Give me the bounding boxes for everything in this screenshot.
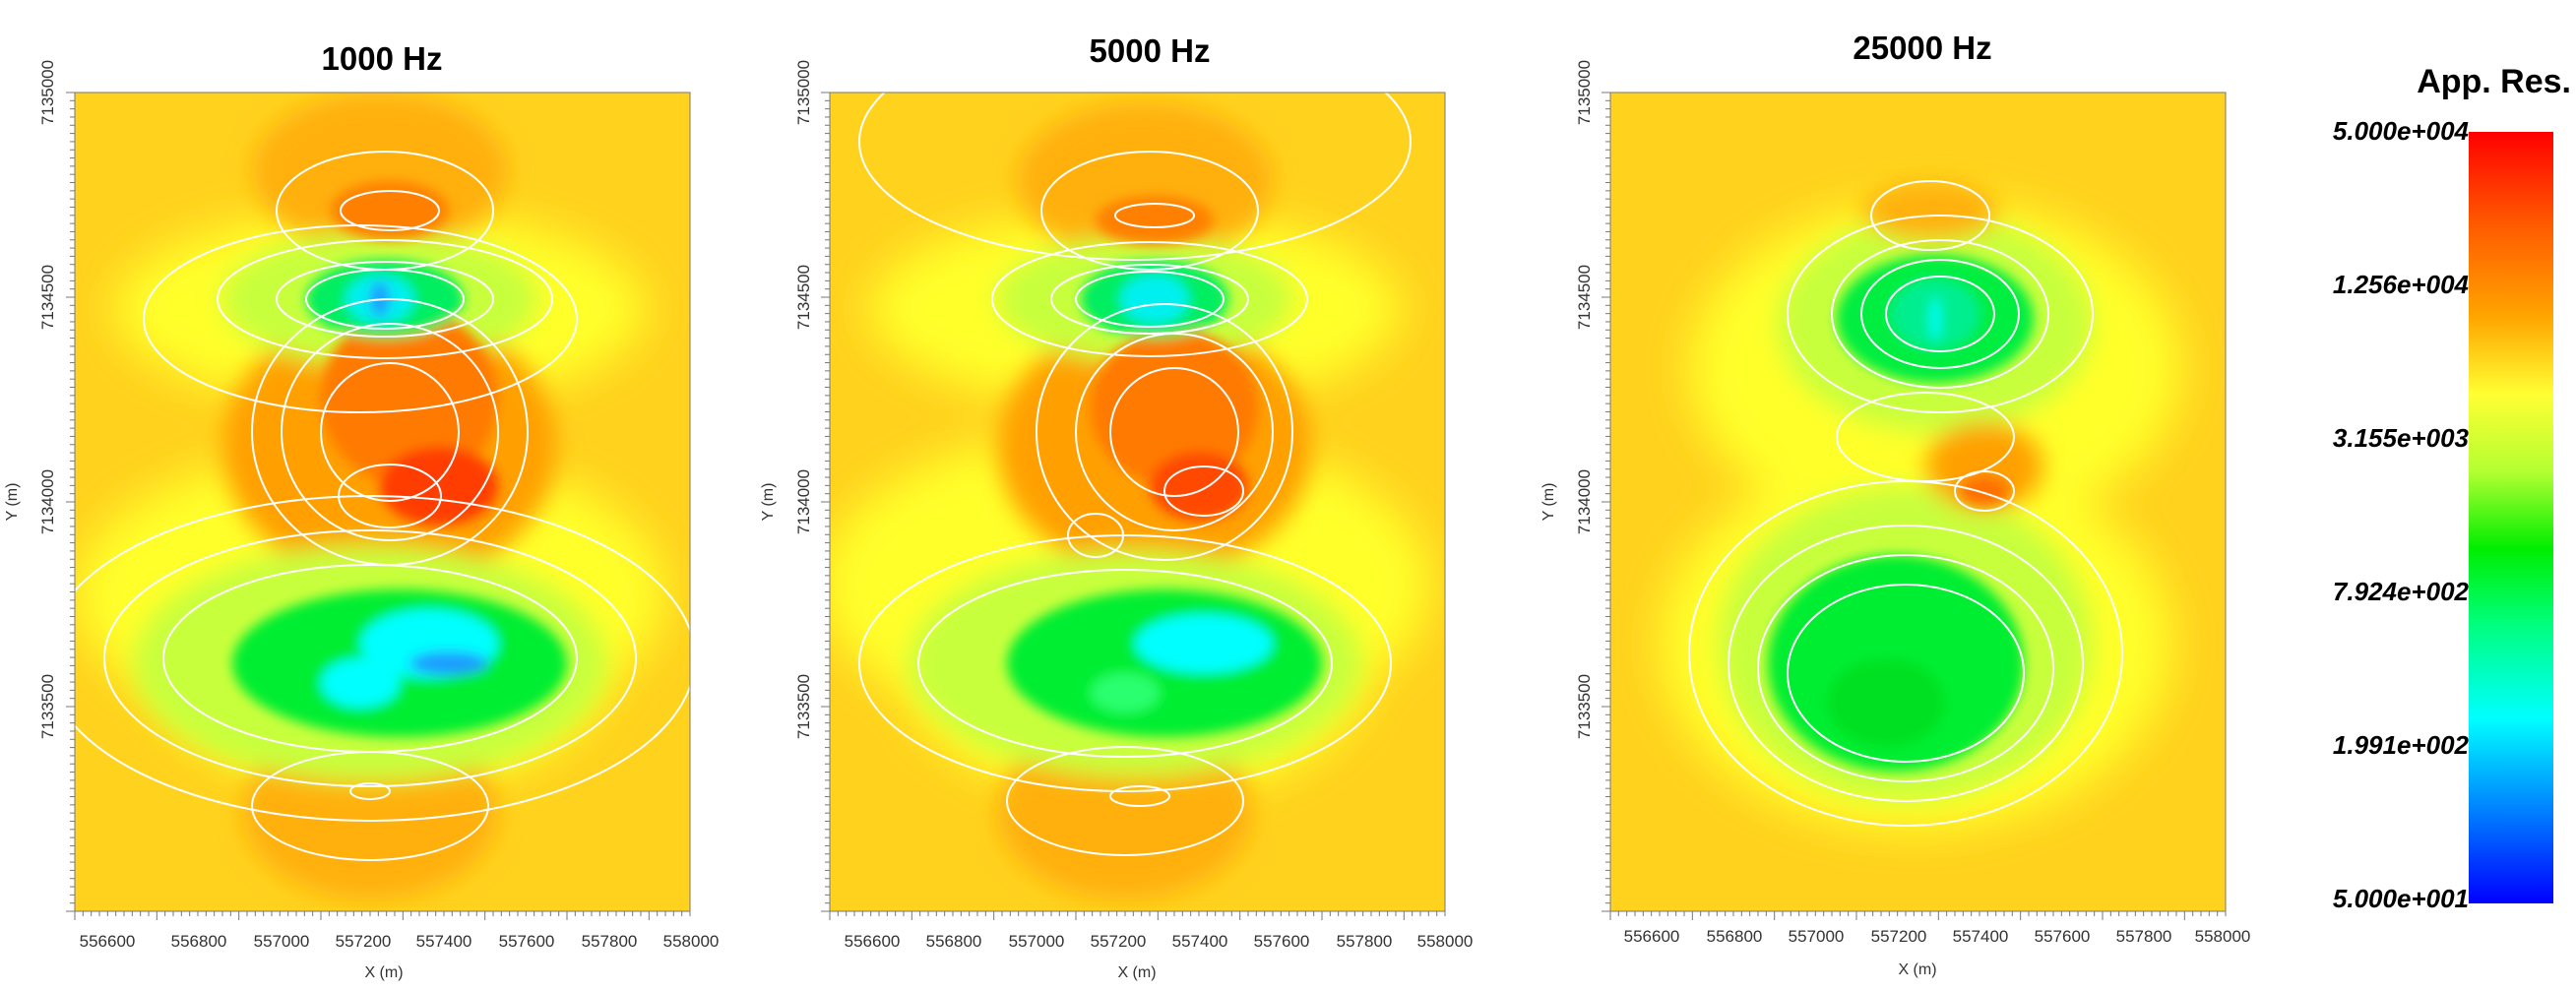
y-tick-label: 7133500 [794,674,813,739]
plot-area-5000hz [830,93,1445,911]
panel-title-25000hz: 25000 Hz [1853,30,1991,66]
x-tick-label: 557800 [582,932,638,951]
x-axis-label-25000hz: X (m) [1898,961,1936,978]
x-axis-label-5000hz: X (m) [1117,964,1156,981]
x-axis-label-1000hz: X (m) [364,964,403,981]
y-axis-label-1000hz: Y (m) [4,483,21,522]
x-tick-label: 557000 [1009,932,1065,951]
x-tick-label: 557600 [499,932,555,951]
panel-25000hz: 25000 Hz X (m) Y (m) 556600 556800 55700… [1540,30,2250,978]
y-axis-label-25000hz: Y (m) [1540,483,1557,522]
axis-ticks-5000hz [821,92,1446,920]
x-tick-label: 556800 [926,932,982,951]
y-tick-label: 7134000 [38,469,57,534]
panel-title-1000hz: 1000 Hz [322,40,443,77]
plot-area-1000hz [75,93,690,911]
x-tick-label: 558000 [663,932,720,951]
colorbar: App. Res. 5.000e+004 1.256e+004 3.155e+0… [2333,63,2571,913]
x-tick-label: 557800 [1337,932,1393,951]
x-tick-label: 557400 [1953,927,2009,946]
panel-title-5000hz: 5000 Hz [1090,32,1211,69]
y-tick-label: 7135000 [1575,60,1594,125]
x-tick-label: 556600 [80,932,136,951]
x-tick-label: 556800 [171,932,227,951]
x-tick-label: 558000 [1417,932,1474,951]
x-tick-label: 557800 [2116,927,2172,946]
colorbar-gradient [2469,132,2553,903]
colorbar-label: 5.000e+004 [2333,116,2470,146]
colorbar-label: 7.924e+002 [2333,577,2470,606]
colorbar-label: 1.991e+002 [2333,730,2470,760]
y-tick-label: 7135000 [38,60,57,125]
y-tick-label: 7134500 [794,265,813,330]
y-tick-label: 7133500 [1575,674,1594,739]
x-tick-label: 557000 [254,932,310,951]
y-tick-label: 7135000 [794,60,813,125]
x-tick-label: 557200 [1091,932,1147,951]
x-tick-label: 556600 [1624,927,1680,946]
x-tick-label: 557400 [1172,932,1228,951]
x-tick-label: 556600 [845,932,901,951]
colorbar-label: 1.256e+004 [2333,270,2470,299]
y-tick-label: 7134000 [1575,469,1594,534]
y-tick-label: 7133500 [38,674,57,739]
colorbar-title: App. Res. [2417,63,2571,100]
y-axis-label-5000hz: Y (m) [760,483,777,522]
x-tick-label: 557600 [2035,927,2091,946]
colorbar-label: 3.155e+003 [2333,423,2470,453]
colorbar-label: 5.000e+001 [2333,884,2469,913]
y-tick-label: 7134500 [1575,265,1594,330]
x-tick-label: 557600 [1254,932,1310,951]
axis-ticks-25000hz [1602,92,2227,920]
x-tick-label: 557200 [1871,927,1927,946]
x-tick-label: 557400 [416,932,472,951]
axis-ticks-1000hz [66,92,691,920]
x-tick-label: 558000 [2195,927,2251,946]
plot-area-25000hz [1610,93,2226,911]
panel-1000hz: 1000 Hz X (m) Y (m) 556600 556800 557000… [4,40,719,981]
x-tick-label: 557000 [1789,927,1845,946]
panel-5000hz: 5000 Hz X (m) Y (m) 556600 556800 557000… [760,32,1474,981]
x-tick-label: 556800 [1707,927,1763,946]
y-tick-label: 7134500 [38,265,57,330]
y-tick-label: 7134000 [794,469,813,534]
x-tick-label: 557200 [336,932,392,951]
